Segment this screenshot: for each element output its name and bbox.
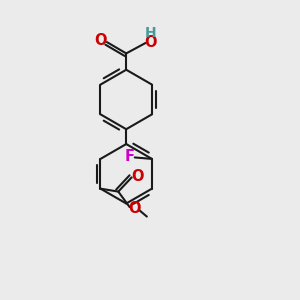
Text: H: H — [145, 26, 157, 40]
Text: O: O — [94, 33, 106, 48]
Text: O: O — [131, 169, 144, 184]
Text: F: F — [125, 149, 135, 164]
Text: O: O — [145, 35, 157, 50]
Text: O: O — [129, 201, 141, 216]
